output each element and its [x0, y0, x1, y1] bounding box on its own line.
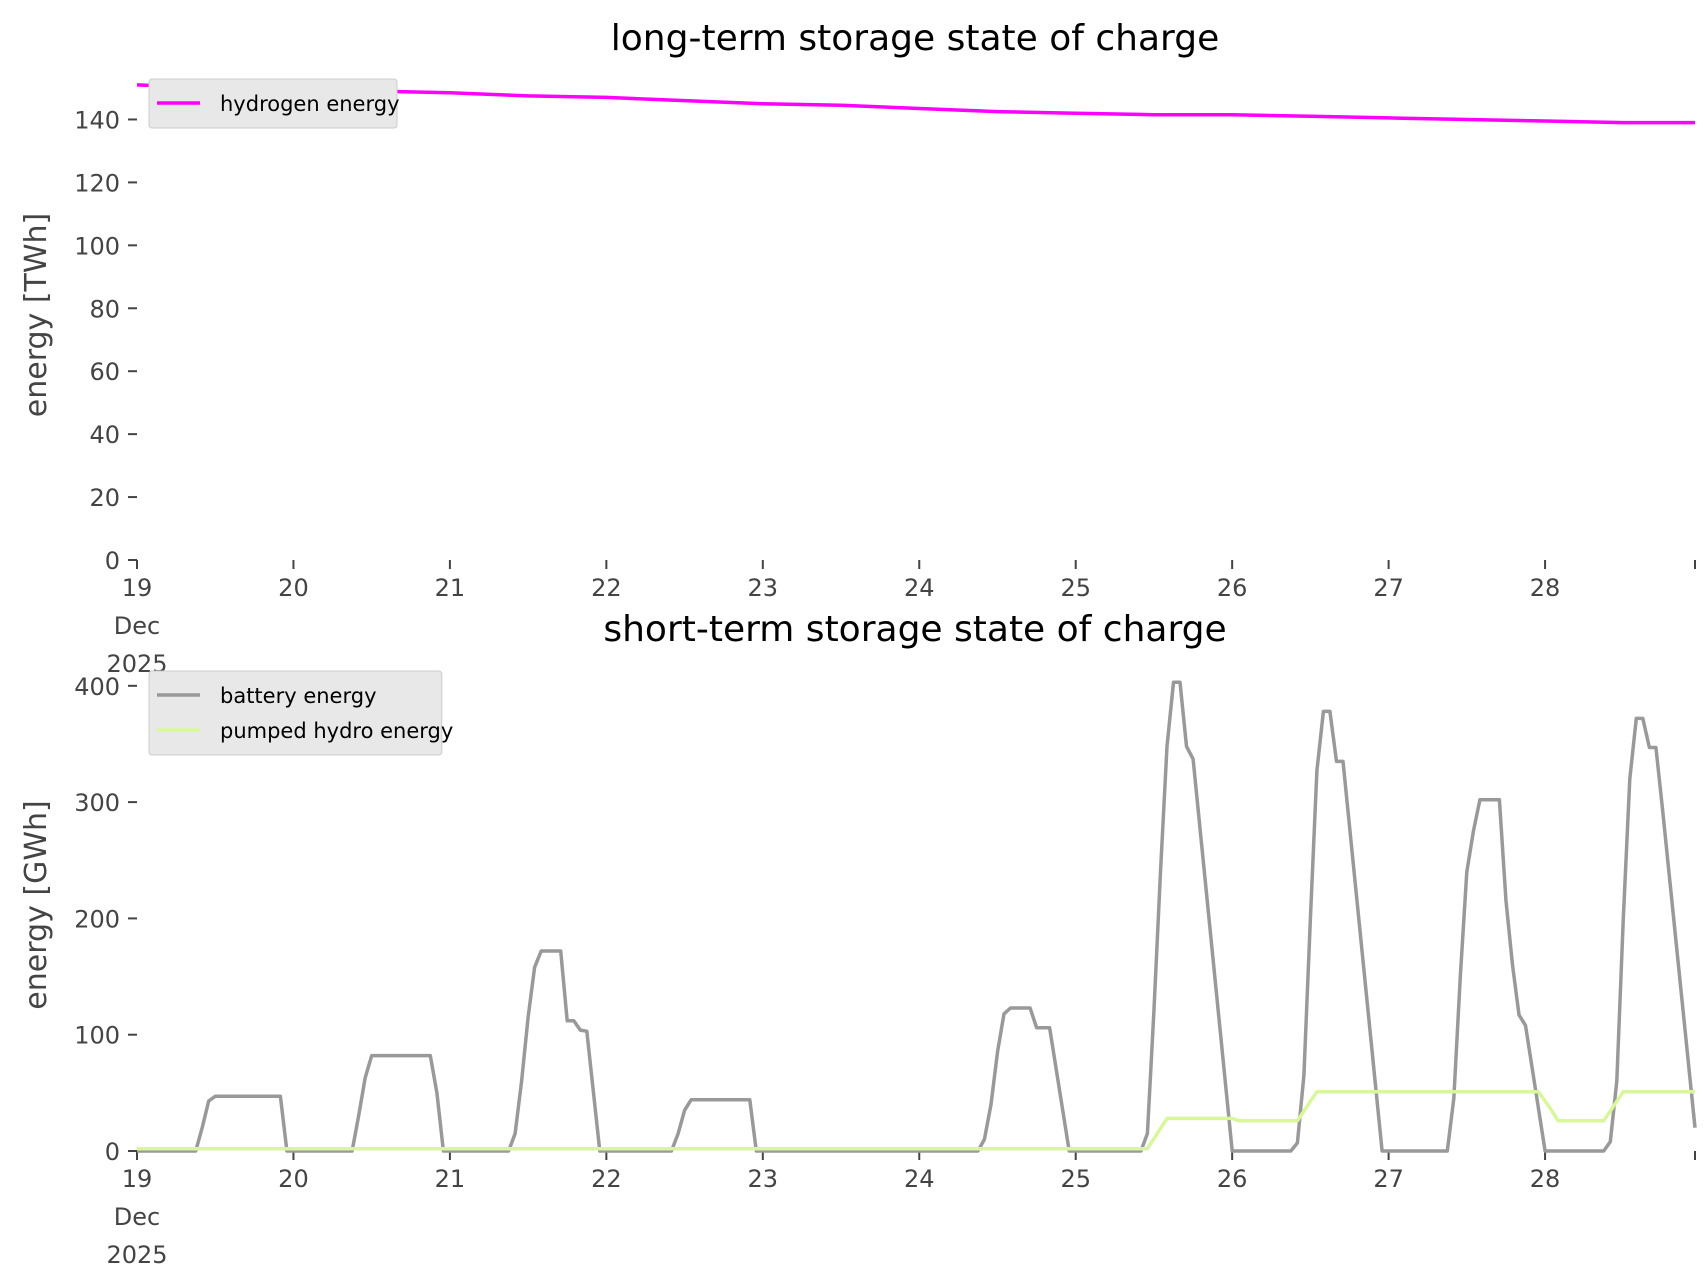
y-tick-label: 80	[89, 295, 120, 323]
x-tick-label: 21	[435, 574, 466, 602]
series-line-pumped-hydro-energy	[137, 1089, 1695, 1151]
x-tick-label: 19 Dec 2025	[106, 1165, 167, 1269]
x-tick-label: 22	[591, 574, 622, 602]
x-tick-label: 23	[748, 574, 779, 602]
series-line-hydrogen-energy	[136, 83, 1695, 125]
series-line-battery-energy	[137, 680, 1697, 1153]
y-axis-label: energy [GWh]	[19, 800, 54, 1009]
legend-label: battery energy	[220, 684, 377, 708]
x-tick-label: 24	[904, 1165, 935, 1193]
y-tick-label: 400	[74, 673, 120, 701]
y-tick-label: 40	[89, 421, 120, 449]
legend-box	[148, 670, 443, 756]
x-tick-label: 26	[1217, 574, 1248, 602]
long-term-storage-chart: long-term storage state of charge energy…	[19, 18, 1696, 678]
x-tick-label: 20	[278, 574, 309, 602]
x-tick-label: 20	[278, 1165, 309, 1193]
x-tick-label: 27	[1373, 1165, 1404, 1193]
y-tick-label: 0	[105, 1138, 120, 1166]
x-tick-label: 28	[1530, 1165, 1561, 1193]
y-tick-label: 20	[89, 484, 120, 512]
x-tick-label: 23	[748, 1165, 779, 1193]
y-tick-label: 100	[74, 232, 120, 260]
legend-label: pumped hydro energy	[220, 719, 453, 743]
x-tick-label: 19 Dec 2025	[106, 574, 167, 678]
short-term-storage-chart: short-term storage state of charge energ…	[19, 609, 1697, 1269]
y-tick-label: 140	[74, 106, 120, 134]
legend: battery energy pumped hydro energy	[148, 670, 453, 756]
y-tick-label: 300	[74, 789, 120, 817]
y-tick-label: 200	[74, 905, 120, 933]
x-tick-label: 24	[904, 574, 935, 602]
y-axis-label: energy [TWh]	[19, 213, 54, 417]
x-tick-label: 22	[591, 1165, 622, 1193]
x-tick-label: 27	[1373, 574, 1404, 602]
x-tick-label: 21	[435, 1165, 466, 1193]
chart-title: long-term storage state of charge	[611, 18, 1219, 59]
y-tick-label: 100	[74, 1022, 120, 1050]
y-tick-label: 60	[89, 358, 120, 386]
chart-title: short-term storage state of charge	[603, 609, 1226, 650]
y-tick-label: 0	[105, 547, 120, 575]
x-tick-label: 28	[1530, 574, 1561, 602]
y-tick-label: 120	[74, 169, 120, 197]
legend: hydrogen energy	[148, 78, 400, 129]
x-tick-label: 26	[1217, 1165, 1248, 1193]
legend-box	[148, 78, 398, 129]
x-tick-label: 25	[1060, 1165, 1091, 1193]
x-tick-label: 25	[1060, 574, 1091, 602]
legend-label: hydrogen energy	[220, 92, 400, 116]
